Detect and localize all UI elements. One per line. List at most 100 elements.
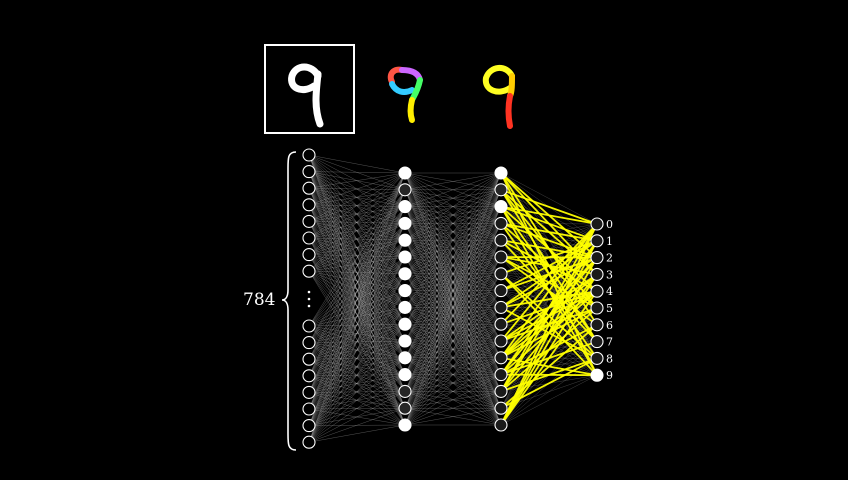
- edge-hidden1-hidden2: [404, 273, 502, 375]
- edge-hidden1-hidden2: [404, 239, 502, 291]
- edge-input-hidden1: [308, 256, 406, 393]
- edge-input-hidden1: [308, 290, 406, 376]
- edge-input-hidden1: [308, 256, 406, 360]
- edge-input-hidden1: [308, 323, 406, 360]
- edge-hidden1-hidden2: [404, 172, 502, 358]
- edge-hidden1-hidden2: [404, 240, 502, 375]
- edge-hidden1-hidden2: [404, 290, 502, 392]
- edge-hidden1-hidden2: [404, 324, 502, 426]
- edge-hidden1-hidden2: [404, 256, 502, 426]
- output-label: 9: [606, 369, 613, 382]
- input-neuron: [302, 385, 316, 399]
- edge-hidden1-hidden2: [404, 256, 502, 342]
- edge-hidden1-hidden2: [404, 273, 502, 291]
- hidden1-neuron: [398, 384, 412, 398]
- edge-hidden1-hidden2: [404, 239, 502, 308]
- edge-input-hidden1: [308, 391, 406, 426]
- edge-input-hidden1: [308, 342, 406, 409]
- edge-input-hidden1: [308, 206, 406, 327]
- edge-input-hidden1: [308, 221, 406, 426]
- edge-hidden1-hidden2: [404, 357, 502, 392]
- edge-input-hidden1: [308, 240, 406, 327]
- edge-highlight: [500, 205, 598, 242]
- edge-hidden1-hidden2: [404, 307, 502, 409]
- edge-hidden1-hidden2: [404, 374, 502, 392]
- neuron-layers: [302, 148, 604, 449]
- edge-hidden1-hidden2: [404, 340, 502, 359]
- edge-hidden1-hidden2: [404, 240, 502, 358]
- edge-hidden1-hidden2: [404, 206, 502, 308]
- edge-hidden1-hidden2: [404, 223, 502, 258]
- edge-input-hidden1: [308, 240, 406, 360]
- edge-hidden1-hidden2: [404, 307, 502, 342]
- edge-input-hidden1: [308, 206, 406, 222]
- edge-input-hidden1: [308, 221, 406, 224]
- edge-hidden1-hidden2: [404, 256, 502, 409]
- output-label: 8: [606, 352, 613, 365]
- edge-hidden1-hidden2: [404, 290, 502, 325]
- edge-hidden1-hidden2: [404, 273, 502, 342]
- edge-hidden1-hidden2: [404, 206, 502, 241]
- edge-highlight: [500, 240, 598, 426]
- edge-input-hidden1: [308, 154, 406, 241]
- output-labels: 0 1 2 3 4 5 6 7 8 9: [606, 218, 613, 382]
- edge-hidden1-hidden2: [404, 206, 502, 358]
- edge-input-hidden1: [308, 204, 406, 241]
- edge-hidden1-hidden2: [404, 189, 502, 308]
- input-count-label: 784: [243, 290, 275, 310]
- edge-input-hidden1: [308, 325, 406, 426]
- hidden2-neuron: [494, 317, 508, 331]
- edge-input-hidden1: [308, 187, 406, 207]
- hidden1-neuron: [398, 233, 412, 247]
- edge-input-hidden1: [308, 206, 406, 272]
- edge-hidden1-hidden2: [404, 223, 502, 409]
- edge-input-hidden1: [308, 189, 406, 206]
- edge-input-hidden1: [308, 375, 406, 392]
- edge-hidden1-hidden2: [404, 273, 502, 308]
- edge-hidden1-hidden2: [404, 189, 502, 426]
- edge-hidden1-hidden2: [404, 273, 502, 409]
- edge-input-hidden1: [308, 271, 406, 409]
- edge-hidden1-hidden2: [404, 223, 502, 308]
- hidden2-neuron: [494, 300, 508, 314]
- edge-input-hidden1: [308, 240, 406, 376]
- edge-hidden1-hidden2: [404, 189, 502, 291]
- edge-hidden1-hidden2: [404, 240, 502, 392]
- edge-input-hidden1: [308, 204, 406, 258]
- edge-hidden1-hidden2: [404, 256, 502, 325]
- edge-input-hidden1: [308, 273, 406, 360]
- edge-input-hidden1: [308, 171, 406, 258]
- edge-hidden1-hidden2: [404, 307, 502, 325]
- edge-hidden1-hidden2: [404, 223, 502, 342]
- edge-hidden1-hidden2: [404, 223, 502, 291]
- edge-hidden1-hidden2: [404, 307, 502, 342]
- edge-hidden1-hidden2: [404, 172, 502, 392]
- edge-input-hidden1: [308, 204, 406, 358]
- edge-hidden1-hidden2: [404, 172, 502, 325]
- edge-hidden1-hidden2: [404, 256, 502, 275]
- edge-hidden1-hidden2: [404, 206, 502, 258]
- edge-hidden1-hidden2: [404, 206, 502, 409]
- hidden1-neuron: [398, 418, 412, 432]
- edge-input-hidden1: [308, 424, 406, 443]
- input-neuron: [302, 264, 316, 278]
- edge-input-hidden1: [308, 172, 406, 327]
- edge-input-hidden1: [308, 342, 406, 359]
- edge-input-hidden1: [308, 172, 406, 239]
- edge-hidden1-hidden2: [404, 340, 502, 359]
- connection-edges: [308, 154, 598, 443]
- edge-input-hidden1: [308, 171, 406, 274]
- edge-hidden1-hidden2: [404, 206, 502, 241]
- edge-input-hidden1: [308, 392, 406, 426]
- edge-input-hidden1: [308, 154, 406, 258]
- edge-hidden1-hidden2: [404, 407, 502, 426]
- edge-hidden1-hidden2: [404, 223, 502, 291]
- edge-hidden1-hidden2: [404, 223, 502, 358]
- edge-input-hidden1: [308, 223, 406, 272]
- edge-input-hidden1: [308, 323, 406, 327]
- edge-input-hidden1: [308, 273, 406, 443]
- edge-hidden1-hidden2: [404, 172, 502, 224]
- edge-hidden1-hidden2: [404, 206, 502, 308]
- edge-highlight: [500, 240, 598, 292]
- edge-input-hidden1: [308, 357, 406, 393]
